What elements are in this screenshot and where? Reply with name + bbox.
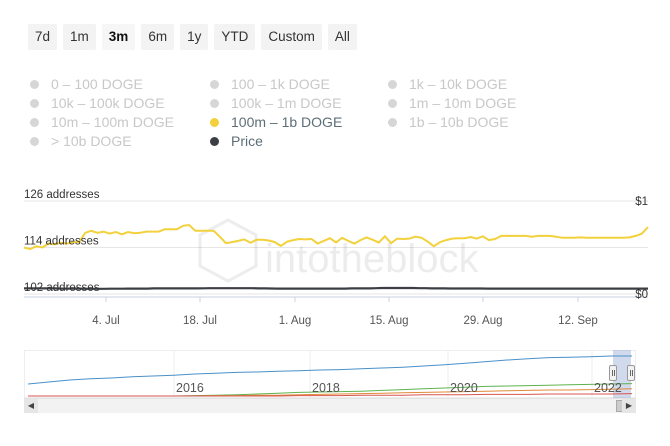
legend: 0 – 100 DOGE 100 – 1k DOGE 1k – 10k DOGE 10… — [30, 76, 650, 156]
legend-label: Price — [231, 133, 263, 149]
legend-label: 100m – 1b DOGE — [231, 114, 343, 130]
legend-dot-icon — [210, 117, 219, 127]
navigator-series-3 — [28, 393, 633, 397]
legend-dot-icon — [388, 117, 397, 127]
navigator-year-label: 2022 — [594, 381, 622, 395]
legend-dot-icon — [30, 79, 39, 89]
navigator-year-label: 2020 — [450, 381, 478, 395]
range-button-3m[interactable]: 3m — [101, 24, 136, 50]
navigator-series-0 — [27, 355, 632, 385]
y-axis-label: 114 addresses — [24, 236, 99, 248]
x-axis-label: 18. Jul — [183, 315, 217, 327]
navigator-year-label: 2018 — [312, 381, 340, 395]
y-right-axis-label: $1 — [635, 196, 648, 208]
main-chart-svg: intotheblock 126 addresses 114 addresses 10… — [23, 189, 649, 327]
legend-dot-icon — [210, 79, 219, 89]
navigator-left-handle[interactable] — [609, 365, 617, 381]
legend-label: 1b – 10b DOGE — [409, 114, 509, 130]
range-button-6m[interactable]: 6m — [141, 24, 175, 50]
scroll-right-arrow-icon[interactable]: ▶ — [622, 399, 636, 413]
legend-label: 100 – 1k DOGE — [231, 76, 330, 92]
scroll-left-arrow-icon[interactable]: ◀ — [24, 399, 38, 413]
legend-label: 0 – 100 DOGE — [51, 76, 143, 92]
series-line-1 — [24, 286, 648, 290]
y-right-axis-label: $0 — [635, 289, 648, 301]
navigator-year-label: 2016 — [176, 381, 204, 395]
legend-dot-icon — [210, 136, 219, 146]
legend-item[interactable]: > 10b DOGE — [30, 133, 132, 149]
x-axis-label: 12. Sep — [558, 315, 598, 327]
legend-label: 100k – 1m DOGE — [231, 95, 342, 111]
legend-item[interactable]: 1m – 10m DOGE — [388, 95, 516, 111]
legend-label: 10m – 100m DOGE — [51, 114, 174, 130]
x-axis-label: 29. Aug — [463, 315, 502, 327]
legend-item[interactable]: 1k – 10k DOGE — [388, 76, 507, 92]
legend-item[interactable]: 10k – 100k DOGE — [30, 95, 165, 111]
x-axis-label: 15. Aug — [369, 315, 408, 327]
watermark: intotheblock — [198, 218, 479, 283]
legend-label: 1k – 10k DOGE — [409, 76, 508, 92]
legend-item[interactable]: 100k – 1m DOGE — [210, 95, 342, 111]
navigator-selection — [613, 350, 631, 398]
range-button-1m[interactable]: 1m — [63, 24, 96, 50]
legend-dot-icon — [30, 136, 39, 146]
legend-label: 10k – 100k DOGE — [51, 95, 165, 111]
y-axis-label: 126 addresses — [24, 189, 100, 201]
y-axis-label: 102 addresses — [24, 282, 100, 294]
range-button-custom[interactable]: Custom — [261, 24, 322, 50]
range-button-7d[interactable]: 7d — [28, 24, 58, 50]
range-button-ytd[interactable]: YTD — [214, 24, 256, 50]
range-selector: 7d 1m 3m 6m 1y YTD Custom All — [28, 24, 357, 50]
range-button-all[interactable]: All — [327, 24, 357, 50]
watermark-logo-icon — [198, 218, 258, 283]
legend-label: 1m – 10m DOGE — [409, 95, 517, 111]
legend-item[interactable]: 100 – 1k DOGE — [210, 76, 330, 92]
watermark-text: intotheblock — [265, 237, 479, 281]
legend-dot-icon — [30, 117, 39, 127]
legend-dot-icon — [388, 79, 397, 89]
x-axis-label: 1. Aug — [279, 315, 312, 327]
navigator-right-handle[interactable] — [627, 365, 635, 381]
legend-dot-icon — [210, 98, 219, 108]
legend-item[interactable]: 1b – 10b DOGE — [388, 114, 509, 130]
legend-item[interactable]: 100m – 1b DOGE — [210, 114, 342, 130]
navigator[interactable]: 2016 2018 2020 2022 — [23, 349, 637, 412]
legend-item[interactable]: 10m – 100m DOGE — [30, 114, 174, 130]
legend-label: > 10b DOGE — [51, 133, 132, 149]
legend-dot-icon — [388, 98, 397, 108]
legend-item[interactable]: 0 – 100 DOGE — [30, 76, 143, 92]
legend-dot-icon — [30, 98, 39, 108]
legend-item[interactable]: Price — [210, 133, 263, 149]
scrollbar[interactable]: ◀ ▶ — [24, 398, 636, 413]
x-axis-label: 4. Jul — [92, 315, 120, 327]
main-chart: intotheblock 126 addresses 114 addresses 10… — [0, 180, 670, 330]
series-line-0 — [23, 223, 649, 251]
range-button-1y[interactable]: 1y — [180, 24, 209, 50]
navigator-svg — [23, 349, 637, 399]
